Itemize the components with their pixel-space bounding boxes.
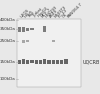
Bar	[56, 60, 59, 64]
Bar	[30, 28, 34, 30]
Text: 150kDa: 150kDa	[0, 60, 16, 64]
Bar	[39, 60, 42, 64]
Bar	[43, 59, 46, 64]
Text: HeLa: HeLa	[24, 9, 33, 18]
Bar	[60, 60, 63, 64]
Text: PC-12: PC-12	[57, 7, 68, 18]
Text: Jurkat: Jurkat	[32, 8, 43, 18]
Text: 350kDa: 350kDa	[0, 27, 16, 31]
Text: NIH/3T3: NIH/3T3	[53, 5, 67, 18]
Bar	[64, 59, 68, 64]
Text: U2OS: U2OS	[19, 8, 30, 18]
Text: HEK293: HEK293	[45, 5, 58, 18]
Bar	[35, 60, 38, 64]
Bar	[26, 40, 29, 42]
Text: Raji: Raji	[28, 10, 36, 18]
Bar	[52, 40, 55, 42]
Text: RAW264.7: RAW264.7	[66, 1, 83, 18]
Text: MCF-7: MCF-7	[40, 7, 52, 18]
Text: 250kDa: 250kDa	[0, 39, 16, 43]
Bar	[47, 60, 51, 64]
Text: 100kDa: 100kDa	[0, 77, 16, 81]
Text: HepG2: HepG2	[36, 6, 49, 18]
Bar	[22, 59, 25, 64]
Bar	[17, 19, 82, 87]
Bar	[18, 60, 21, 64]
Bar	[22, 27, 25, 32]
Bar	[18, 27, 21, 32]
Text: A549: A549	[49, 8, 59, 18]
Text: UQCRB: UQCRB	[83, 59, 100, 64]
Bar	[30, 60, 34, 63]
Text: 400kDa: 400kDa	[0, 18, 16, 22]
Bar	[43, 26, 46, 32]
Text: C6: C6	[62, 12, 68, 18]
Bar	[52, 60, 55, 64]
Bar	[26, 60, 29, 64]
Bar	[22, 40, 25, 42]
Bar	[26, 28, 29, 31]
